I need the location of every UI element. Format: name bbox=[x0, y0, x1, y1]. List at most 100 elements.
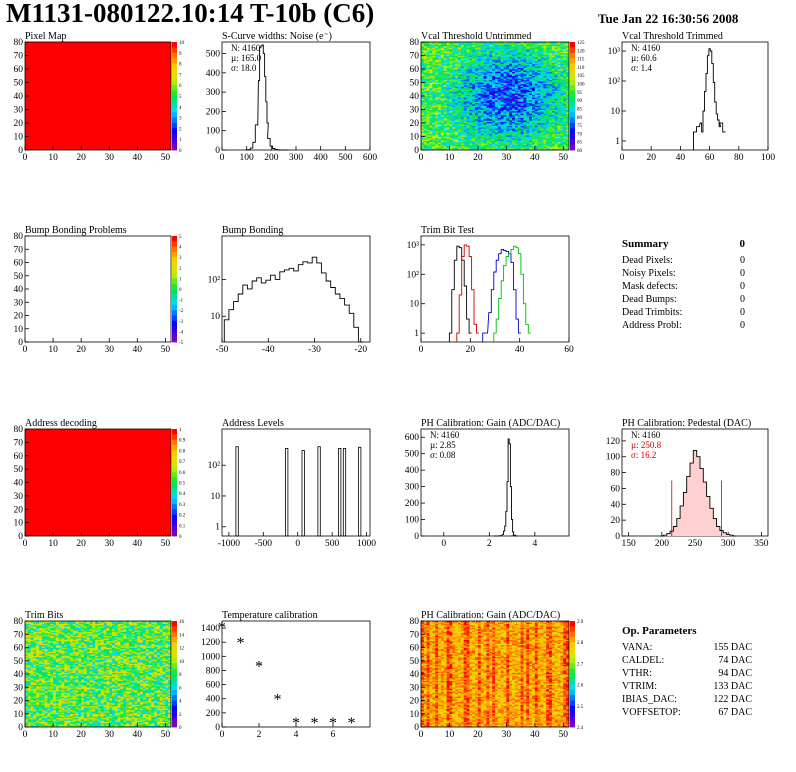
heatmap-cell bbox=[426, 78, 430, 81]
heatmap-cell bbox=[486, 132, 490, 135]
heatmap-cell bbox=[480, 71, 484, 74]
heatmap-cell bbox=[426, 67, 430, 70]
heatmap-cell bbox=[460, 89, 464, 91]
heatmap-cell bbox=[446, 79, 450, 82]
heatmap-cell bbox=[489, 71, 493, 74]
heatmap-cell bbox=[466, 143, 470, 145]
heatmap-cell bbox=[469, 147, 473, 149]
heatmap-cell bbox=[495, 83, 499, 86]
heatmap-cell bbox=[455, 85, 459, 87]
heatmap-cell bbox=[435, 43, 439, 45]
heatmap-cell bbox=[512, 58, 516, 60]
heatmap-cell bbox=[500, 105, 504, 108]
heatmap-cell bbox=[452, 133, 456, 136]
heatmap-cell bbox=[503, 112, 507, 114]
heatmap-cell bbox=[426, 120, 430, 122]
heatmap-cell bbox=[458, 55, 462, 58]
heatmap-cell bbox=[503, 89, 507, 91]
heatmap-cell bbox=[426, 114, 430, 117]
heatmap-cell bbox=[455, 117, 459, 120]
heatmap-cell bbox=[443, 105, 447, 108]
y-tick-label: 70 bbox=[14, 52, 24, 62]
heatmap-cell bbox=[489, 141, 493, 144]
heatmap-cell bbox=[449, 105, 453, 108]
heatmap-cell bbox=[466, 112, 470, 114]
heatmap-cell bbox=[435, 64, 439, 67]
heatmap-cell bbox=[472, 113, 476, 116]
heatmap-cell bbox=[429, 70, 433, 72]
heatmap-cell bbox=[495, 75, 499, 78]
heatmap-cell bbox=[432, 120, 436, 122]
heatmap-cell bbox=[480, 147, 484, 149]
heatmap-cell bbox=[443, 136, 447, 139]
palette-label: 9 bbox=[179, 52, 182, 57]
heatmap-cell bbox=[458, 47, 462, 50]
heatmap-cell bbox=[440, 121, 445, 124]
heatmap-cell bbox=[421, 104, 425, 106]
heatmap-cell bbox=[483, 139, 487, 141]
heatmap-cell bbox=[495, 91, 499, 94]
y-tick-label: 70 bbox=[14, 245, 24, 255]
heatmap-cell bbox=[458, 75, 462, 78]
heatmap-cell bbox=[429, 56, 433, 59]
heatmap-cell bbox=[452, 131, 456, 133]
heatmap-cell bbox=[509, 100, 513, 102]
heatmap-cell bbox=[463, 118, 467, 121]
heatmap-cell bbox=[486, 93, 490, 95]
heatmap-cell bbox=[492, 128, 496, 131]
level-bar bbox=[235, 446, 239, 537]
heatmap-cell bbox=[509, 113, 513, 116]
heatmap-cell bbox=[500, 104, 504, 106]
heatmap-cell bbox=[489, 85, 493, 87]
heatmap-cell bbox=[483, 87, 487, 90]
heatmap-body bbox=[25, 429, 171, 536]
heatmap-cell bbox=[509, 46, 513, 48]
heatmap-cell bbox=[452, 71, 456, 74]
heatmap-cell bbox=[449, 98, 453, 101]
heatmap-cell bbox=[423, 71, 427, 74]
heatmap-cell bbox=[514, 147, 519, 149]
heatmap-cell bbox=[426, 145, 430, 148]
heatmap-cell bbox=[455, 91, 459, 94]
heatmap-cell bbox=[486, 89, 490, 91]
heatmap-cell bbox=[486, 73, 490, 75]
heatmap-cell bbox=[458, 125, 462, 128]
heatmap-cell bbox=[455, 82, 459, 85]
heatmap-cell bbox=[458, 83, 462, 86]
y-tick-label: 0 bbox=[615, 532, 620, 542]
heatmap-cell bbox=[483, 129, 487, 132]
heatmap-cell bbox=[438, 75, 442, 78]
heatmap-cell bbox=[477, 135, 482, 137]
palette-label: 5 bbox=[179, 235, 182, 240]
heatmap-cell bbox=[475, 81, 479, 83]
heatmap-cell bbox=[483, 93, 487, 95]
heatmap-cell bbox=[480, 60, 484, 63]
heatmap-cell bbox=[423, 129, 427, 132]
heatmap-cell bbox=[426, 102, 430, 105]
heatmap-cell bbox=[443, 128, 447, 131]
heatmap-cell bbox=[477, 131, 482, 133]
heatmap-cell bbox=[509, 44, 513, 47]
heatmap-cell bbox=[469, 44, 473, 47]
heatmap-cell bbox=[483, 62, 487, 64]
heatmap-cell bbox=[495, 117, 499, 120]
palette-segment bbox=[570, 101, 575, 108]
heatmap-cell bbox=[449, 66, 453, 68]
heatmap-cell bbox=[506, 148, 510, 151]
heatmap-cell bbox=[463, 145, 467, 148]
heatmap-cell bbox=[452, 145, 456, 148]
heatmap-cell bbox=[475, 44, 479, 47]
heatmap-cell bbox=[495, 44, 499, 47]
heatmap-cell bbox=[421, 70, 425, 72]
x-tick-label: 20 bbox=[76, 153, 86, 163]
heatmap-cell bbox=[426, 128, 430, 131]
heatmap-cell bbox=[426, 87, 430, 90]
heatmap-cell bbox=[512, 75, 516, 78]
heatmap-cell bbox=[458, 106, 462, 109]
series-line-0 bbox=[223, 256, 364, 343]
heatmap-cell bbox=[452, 101, 456, 104]
heatmap-cell bbox=[503, 64, 507, 67]
heatmap-cell bbox=[472, 52, 476, 55]
heatmap-cell bbox=[512, 54, 516, 56]
